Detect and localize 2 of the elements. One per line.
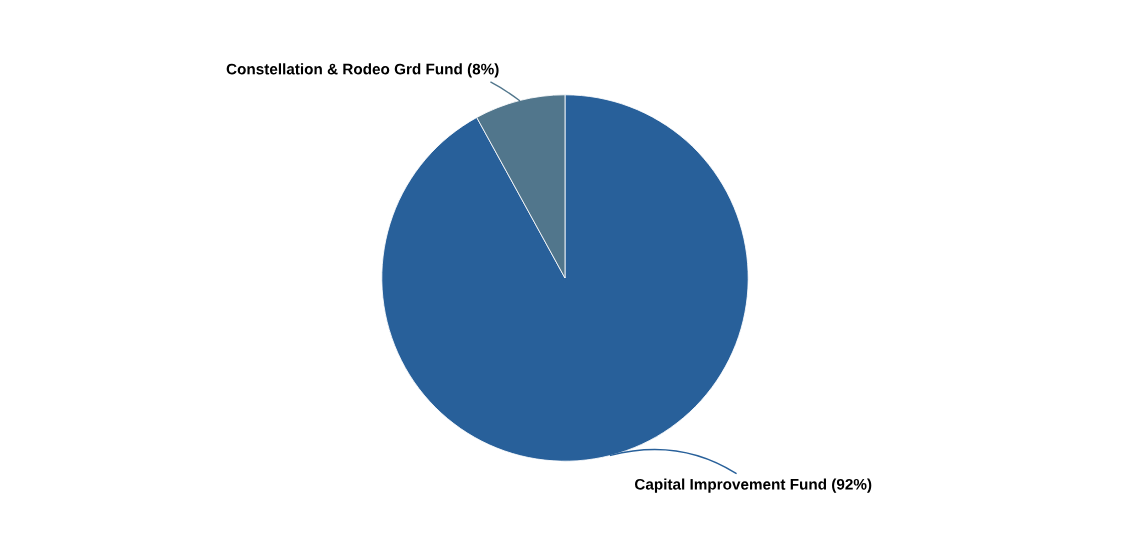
slice-label: Constellation & Rodeo Grd Fund (8%) xyxy=(226,63,499,78)
slice-label: Capital Improvement Fund (92%) xyxy=(634,478,872,493)
